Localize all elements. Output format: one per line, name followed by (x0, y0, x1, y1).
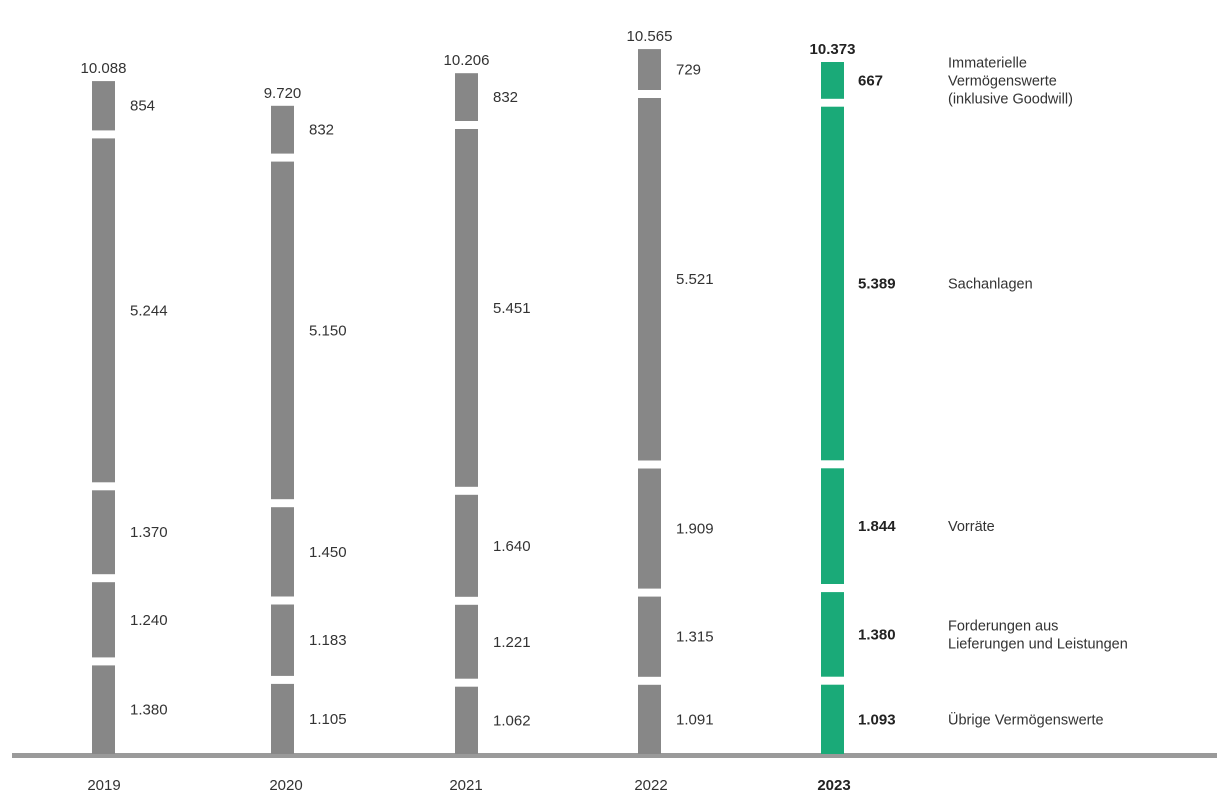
legend-entry: Übrige Vermögenswerte (948, 710, 1104, 728)
legend-entry: Sachanlagen (948, 277, 1033, 293)
bar-segment-2022-0 (638, 684, 661, 754)
bar-segment-2023-1 (821, 592, 844, 677)
data-label: 1.221 (493, 634, 531, 651)
data-label: 5.244 (130, 302, 168, 319)
bar-segment-2022-3 (638, 98, 661, 461)
bar-segment-2023-0 (821, 684, 844, 754)
data-label: 1.844 (858, 518, 896, 535)
bar-segment-2019-4 (92, 81, 115, 131)
bar-segment-2021-1 (455, 604, 478, 679)
bar-segment-2020-4 (271, 105, 294, 154)
bar-segment-2019-0 (92, 665, 115, 754)
data-label: 1.093 (858, 711, 896, 728)
bar-segment-2022-1 (638, 596, 661, 677)
legend-entry: (inklusive Goodwill) (948, 91, 1073, 107)
legend-entry: Forderungen aus (948, 618, 1058, 634)
x-tick-label: 2020 (269, 777, 302, 794)
data-label: 1.370 (130, 524, 168, 541)
data-label: 667 (858, 72, 883, 89)
bar-segment-2021-3 (455, 129, 478, 487)
data-label: 1.315 (676, 629, 714, 646)
data-label: 5.521 (676, 271, 714, 288)
legend-entry: Immaterielle (948, 55, 1027, 71)
bar-segment-2023-3 (821, 106, 844, 461)
legend-entry: Vermögenswerte (948, 73, 1057, 89)
bar-segment-2022-4 (638, 49, 661, 90)
bar-segment-2023-4 (821, 62, 844, 99)
bar-segment-2021-4 (455, 73, 478, 121)
bar-segment-2020-3 (271, 161, 294, 500)
data-label: 832 (493, 89, 518, 106)
data-label: 1.062 (493, 712, 531, 729)
total-label: 10.088 (81, 60, 127, 77)
x-tick-label: 2022 (634, 777, 667, 794)
data-label: 1.105 (309, 711, 347, 728)
legend-entry: Vorräte (948, 519, 995, 535)
total-label: 10.565 (627, 28, 673, 45)
x-tick-label: 2019 (87, 777, 120, 794)
data-label: 1.240 (130, 612, 168, 629)
bar-segment-2020-2 (271, 507, 294, 597)
total-label: 10.373 (810, 41, 856, 58)
bar-segment-2021-2 (455, 494, 478, 597)
bar-segment-2019-2 (92, 490, 115, 575)
baseline-axis (12, 753, 1217, 758)
data-label: 1.183 (309, 632, 347, 649)
bar-segment-2020-1 (271, 604, 294, 676)
total-label: 10.206 (444, 52, 490, 69)
data-label: 832 (309, 122, 334, 139)
data-label: 1.380 (858, 626, 896, 643)
x-tick-label: 2023 (817, 777, 850, 794)
data-label: 1.380 (130, 702, 168, 719)
data-label: 1.091 (676, 711, 714, 728)
x-tick-label: 2021 (449, 777, 482, 794)
bar-segment-2019-3 (92, 138, 115, 483)
bar-segment-2021-0 (455, 686, 478, 754)
bar-segment-2022-2 (638, 468, 661, 589)
total-label: 9.720 (264, 85, 302, 102)
legend-entry: Lieferungen und Leistungen (948, 636, 1128, 652)
data-label: 729 (676, 62, 701, 79)
data-label: 1.909 (676, 521, 714, 538)
bar-segment-2020-0 (271, 683, 294, 754)
data-label: 5.389 (858, 276, 896, 293)
data-label: 1.640 (493, 538, 531, 555)
data-label: 5.451 (493, 300, 531, 317)
data-label: 854 (130, 98, 155, 115)
bar-segment-2019-1 (92, 582, 115, 658)
bar-segment-2023-2 (821, 468, 844, 584)
data-label: 1.450 (309, 544, 347, 561)
data-label: 5.150 (309, 322, 347, 339)
